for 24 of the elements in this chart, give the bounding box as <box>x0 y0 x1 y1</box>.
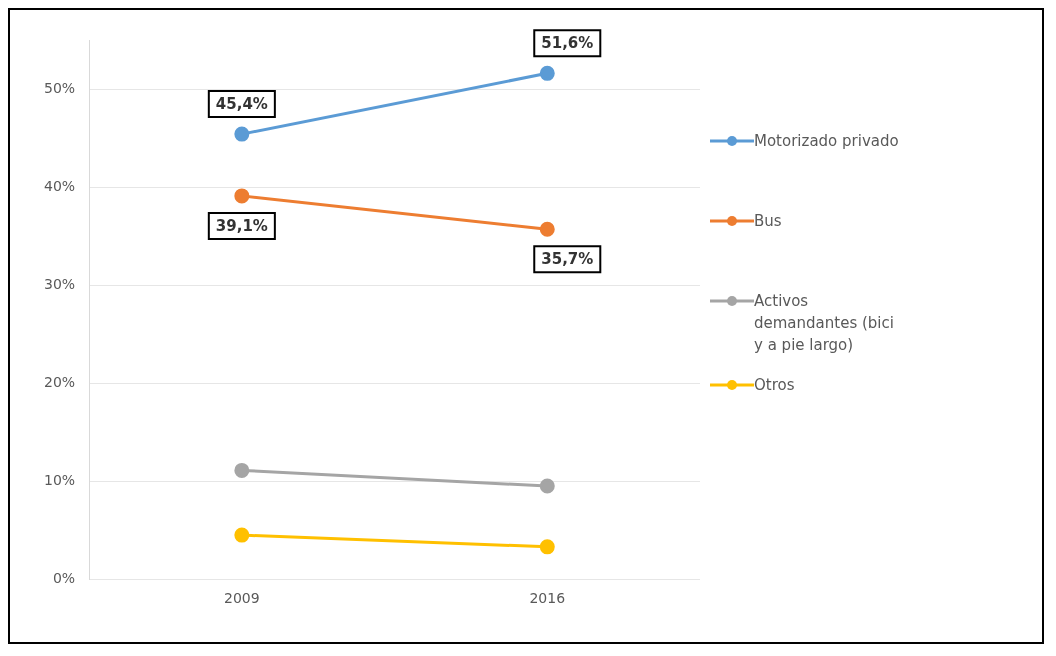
point <box>539 539 555 555</box>
data-label: 51,6% <box>541 34 594 53</box>
y-tick-label: 10% <box>43 471 76 488</box>
y-tick-label: 0% <box>52 569 76 586</box>
legend-label: Otros <box>754 375 796 396</box>
y-tick-label: 20% <box>43 373 76 390</box>
y-tick-label: 40% <box>43 177 76 194</box>
point <box>234 462 250 478</box>
point <box>539 221 555 237</box>
point <box>539 65 555 81</box>
point <box>234 188 250 204</box>
point <box>234 126 250 142</box>
y-tick-label: 50% <box>43 79 76 96</box>
legend-label: Bus <box>754 211 783 232</box>
y-tick-label: 30% <box>43 275 76 292</box>
data-label: 45,4% <box>215 95 268 114</box>
legend-label: Motorizado privado <box>754 131 900 152</box>
data-label: 39,1% <box>215 216 268 235</box>
point <box>234 527 250 543</box>
legend-label: Activos demandantes (bici y a pie largo) <box>754 291 895 356</box>
point <box>539 478 555 494</box>
data-label: 35,7% <box>541 250 594 269</box>
x-tick-label: 2009 <box>224 590 260 607</box>
x-tick-label: 2016 <box>529 590 566 607</box>
